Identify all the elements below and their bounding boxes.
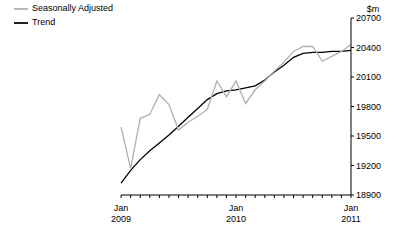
svg-text:Jan2010: Jan2010 (226, 203, 246, 224)
svg-text:Jan2011: Jan2011 (341, 203, 360, 224)
svg-text:20700: 20700 (356, 13, 381, 23)
svg-text:20400: 20400 (356, 43, 381, 53)
html-text:Trend: Trend (32, 17, 56, 28)
svg-text:19500: 19500 (356, 131, 381, 141)
svg-text:20100: 20100 (356, 72, 381, 82)
svg-text:19800: 19800 (356, 102, 381, 112)
svg-text:Jan2009: Jan2009 (111, 203, 131, 224)
svg-text:19200: 19200 (356, 161, 381, 171)
svg-text:$m: $m (367, 4, 380, 14)
html-text:Seasonally Adjusted: Seasonally Adjusted (32, 3, 114, 14)
svg-text:18900: 18900 (356, 190, 381, 200)
